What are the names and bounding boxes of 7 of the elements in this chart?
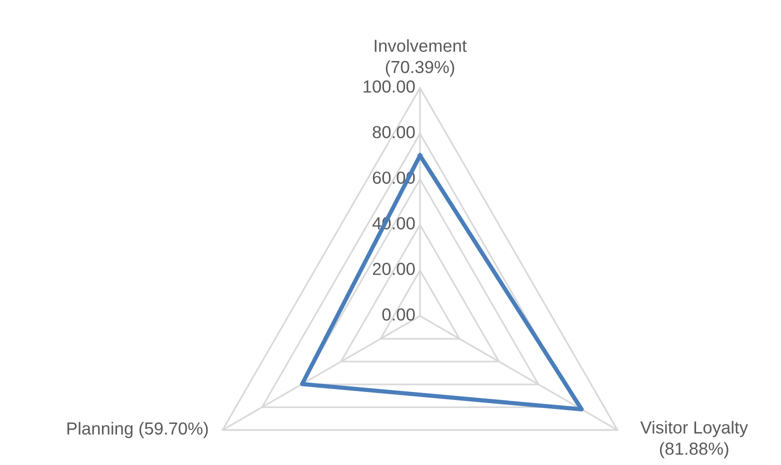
y-tick-label: 80.00	[372, 126, 415, 138]
y-tick-label: 100.00	[364, 80, 415, 93]
spoke-label: Planning (59.70%)	[67, 422, 208, 438]
y-tick-label: 0.00	[382, 308, 415, 321]
y-tick-label: 20.00	[372, 262, 415, 276]
spoke-label: Visitor Loyalty (81.88%)	[640, 420, 748, 458]
spoke-label: Involvement (70.39%)	[374, 39, 467, 77]
